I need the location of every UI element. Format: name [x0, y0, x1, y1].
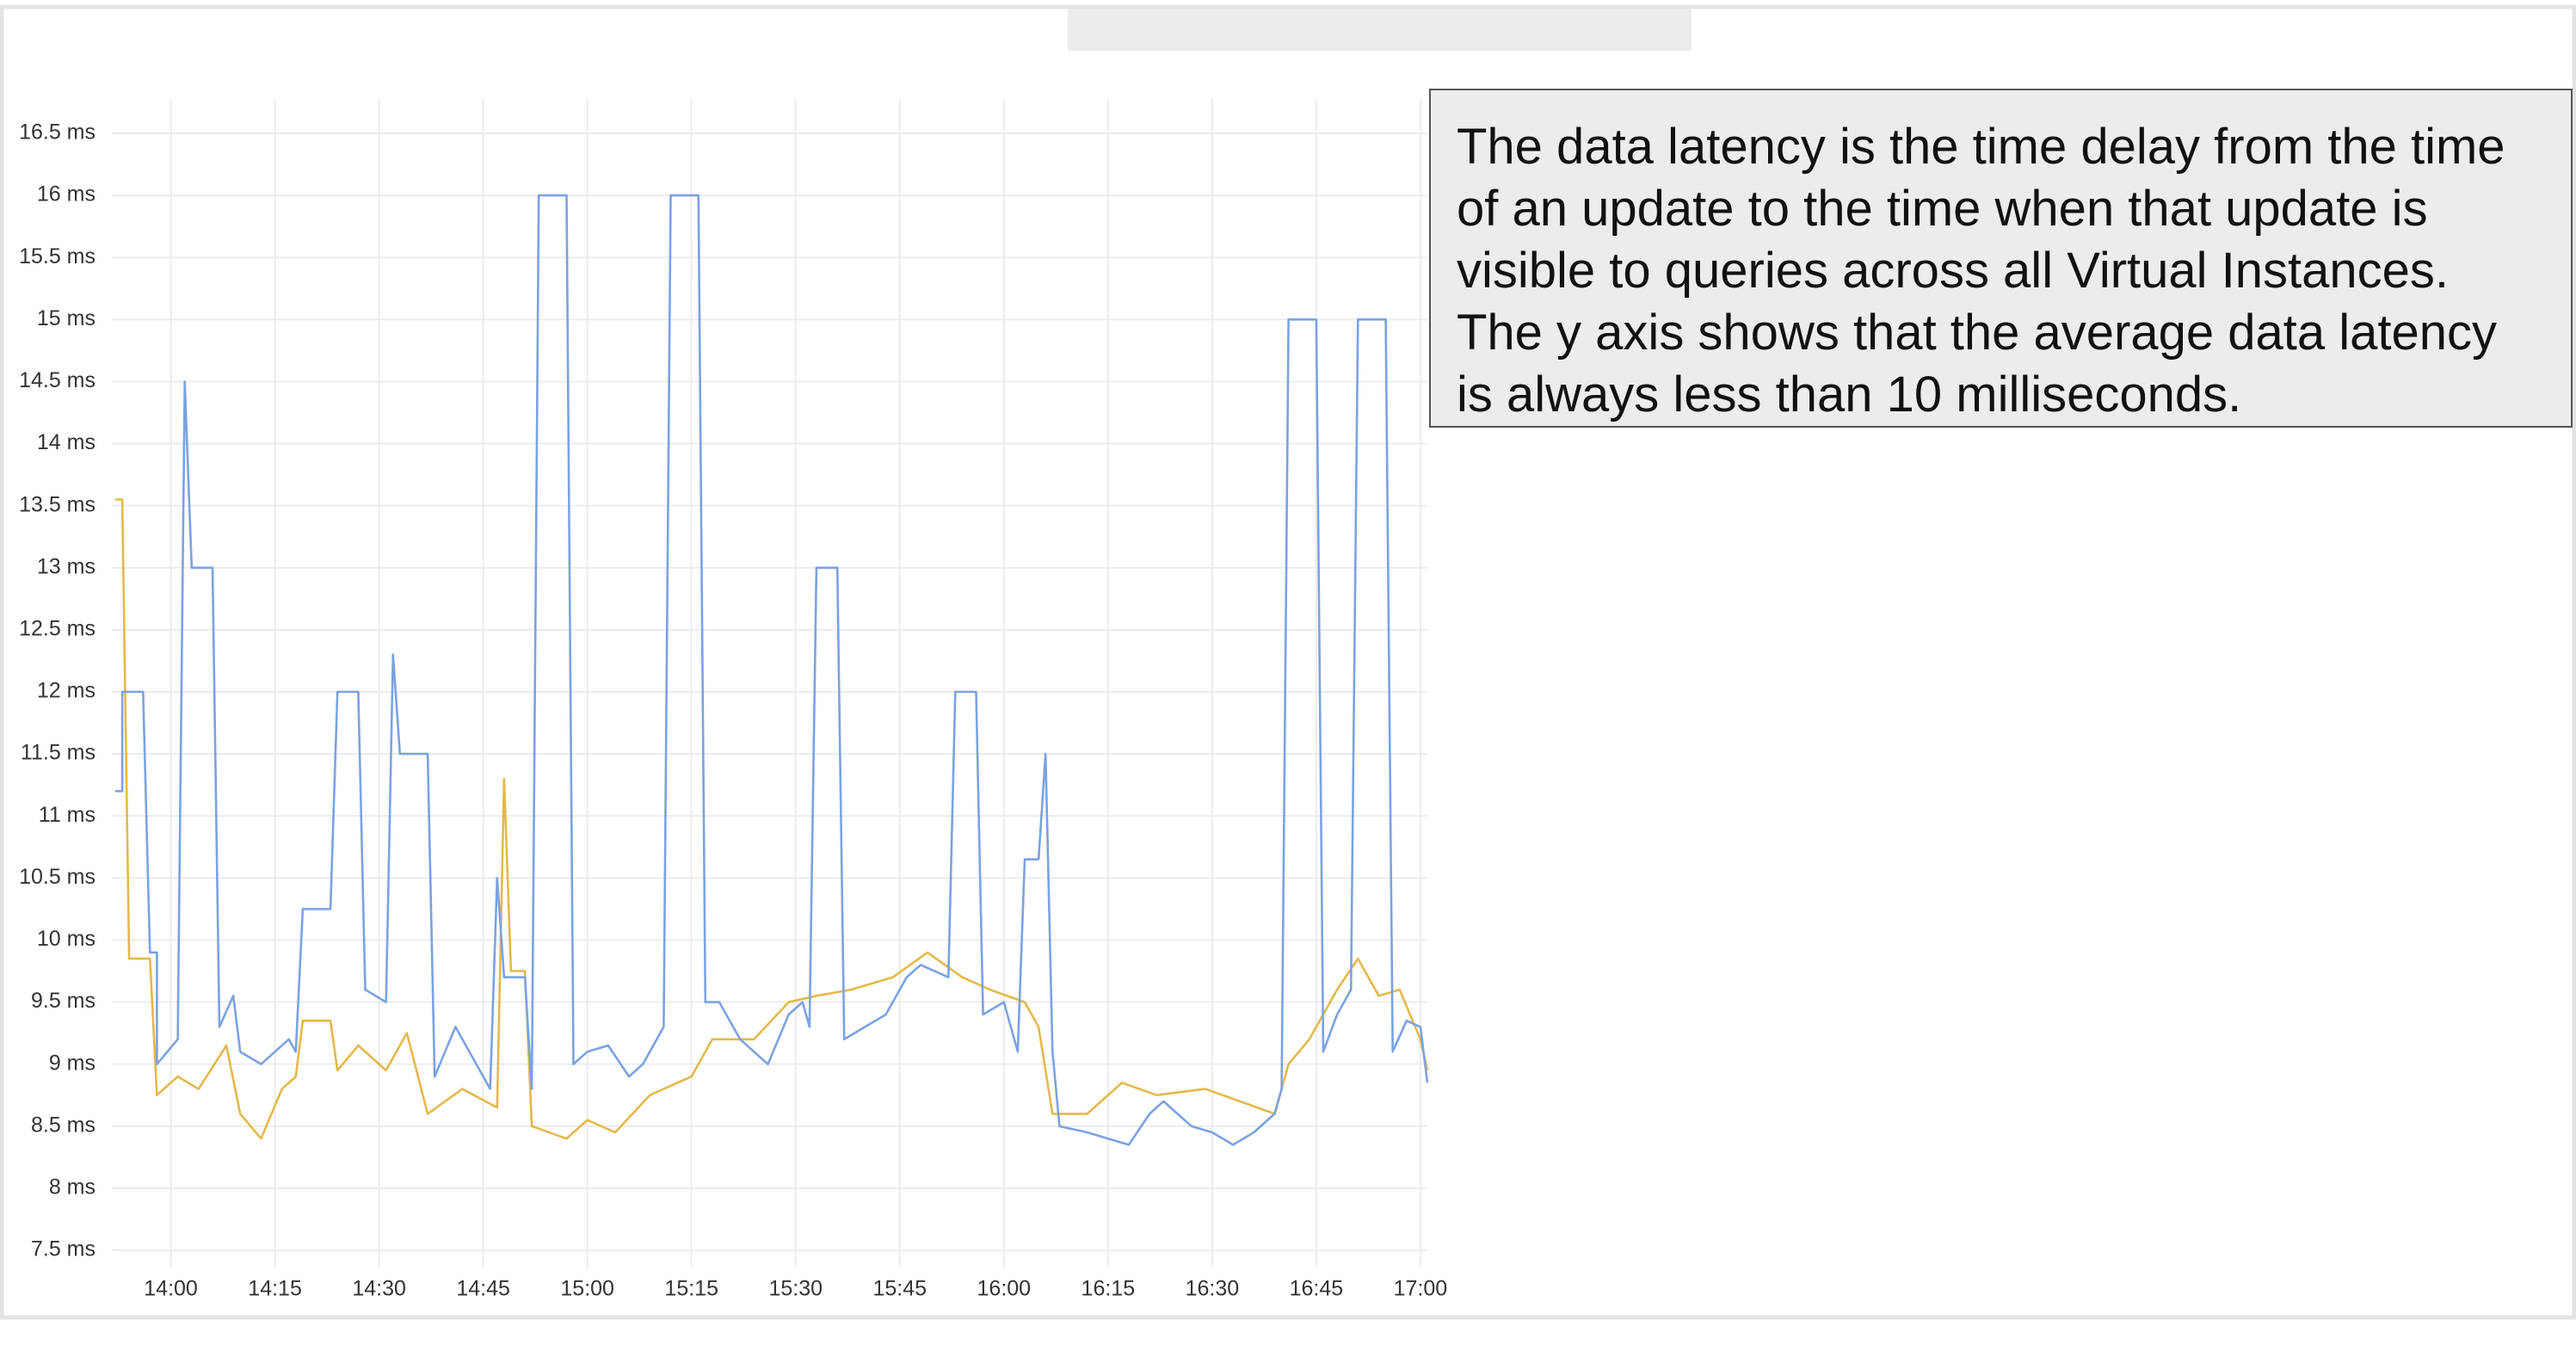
- y-tick-label: 11.5 ms: [21, 741, 96, 765]
- x-tick-label: 16:45: [1290, 1277, 1344, 1301]
- series-line: [115, 194, 1429, 1146]
- y-tick-label: 14 ms: [37, 430, 96, 454]
- title-bar: [1068, 9, 1692, 51]
- x-tick-label: 16:30: [1186, 1277, 1240, 1301]
- annotation-line: visible to queries across all Virtual In…: [1457, 243, 2450, 299]
- y-tick-label: 8 ms: [49, 1175, 96, 1199]
- y-tick-label: 13 ms: [37, 554, 96, 578]
- annotation-line: The data latency is the time delay from …: [1457, 119, 2505, 175]
- y-tick-label: 16.5 ms: [19, 120, 96, 145]
- y-tick-label: 9 ms: [49, 1051, 96, 1075]
- y-tick-label: 14.5 ms: [19, 368, 96, 392]
- x-tick-label: 14:45: [456, 1277, 510, 1301]
- y-tick-label: 9.5 ms: [31, 989, 96, 1013]
- x-tick-label: 14:15: [248, 1277, 302, 1301]
- y-tick-label: 10 ms: [37, 927, 96, 951]
- y-tick-label: 12 ms: [37, 679, 96, 703]
- y-tick-label: 8.5 ms: [31, 1113, 96, 1137]
- y-tick-label: 12.5 ms: [19, 616, 96, 640]
- y-tick-label: 13.5 ms: [19, 492, 96, 516]
- annotation-line: The y axis shows that the average data l…: [1457, 305, 2498, 361]
- annotation-line: is always less than 10 milliseconds.: [1457, 367, 2242, 422]
- annotation-line: of an update to the time when that updat…: [1457, 181, 2428, 237]
- annotation-box: The data latency is the time delay from …: [1429, 89, 2573, 428]
- series-line: [115, 498, 1429, 1140]
- x-tick-label: 16:15: [1082, 1277, 1136, 1301]
- x-tick-label: 16:00: [977, 1277, 1032, 1301]
- y-tick-label: 7.5 ms: [31, 1237, 96, 1261]
- panel-frame: [0, 4, 2576, 1320]
- x-tick-label: 14:00: [144, 1277, 198, 1301]
- y-tick-label: 15.5 ms: [19, 244, 96, 268]
- x-tick-label: 17:00: [1394, 1277, 1448, 1301]
- y-tick-label: 10.5 ms: [19, 865, 96, 889]
- x-tick-label: 14:30: [352, 1277, 406, 1301]
- y-tick-label: 11 ms: [39, 803, 96, 827]
- x-tick-label: 15:00: [560, 1277, 614, 1301]
- y-tick-label: 16 ms: [37, 182, 96, 207]
- x-tick-label: 15:45: [872, 1277, 927, 1301]
- y-tick-label: 15 ms: [37, 306, 96, 330]
- x-tick-label: 15:30: [768, 1277, 823, 1301]
- x-tick-label: 15:15: [664, 1277, 718, 1301]
